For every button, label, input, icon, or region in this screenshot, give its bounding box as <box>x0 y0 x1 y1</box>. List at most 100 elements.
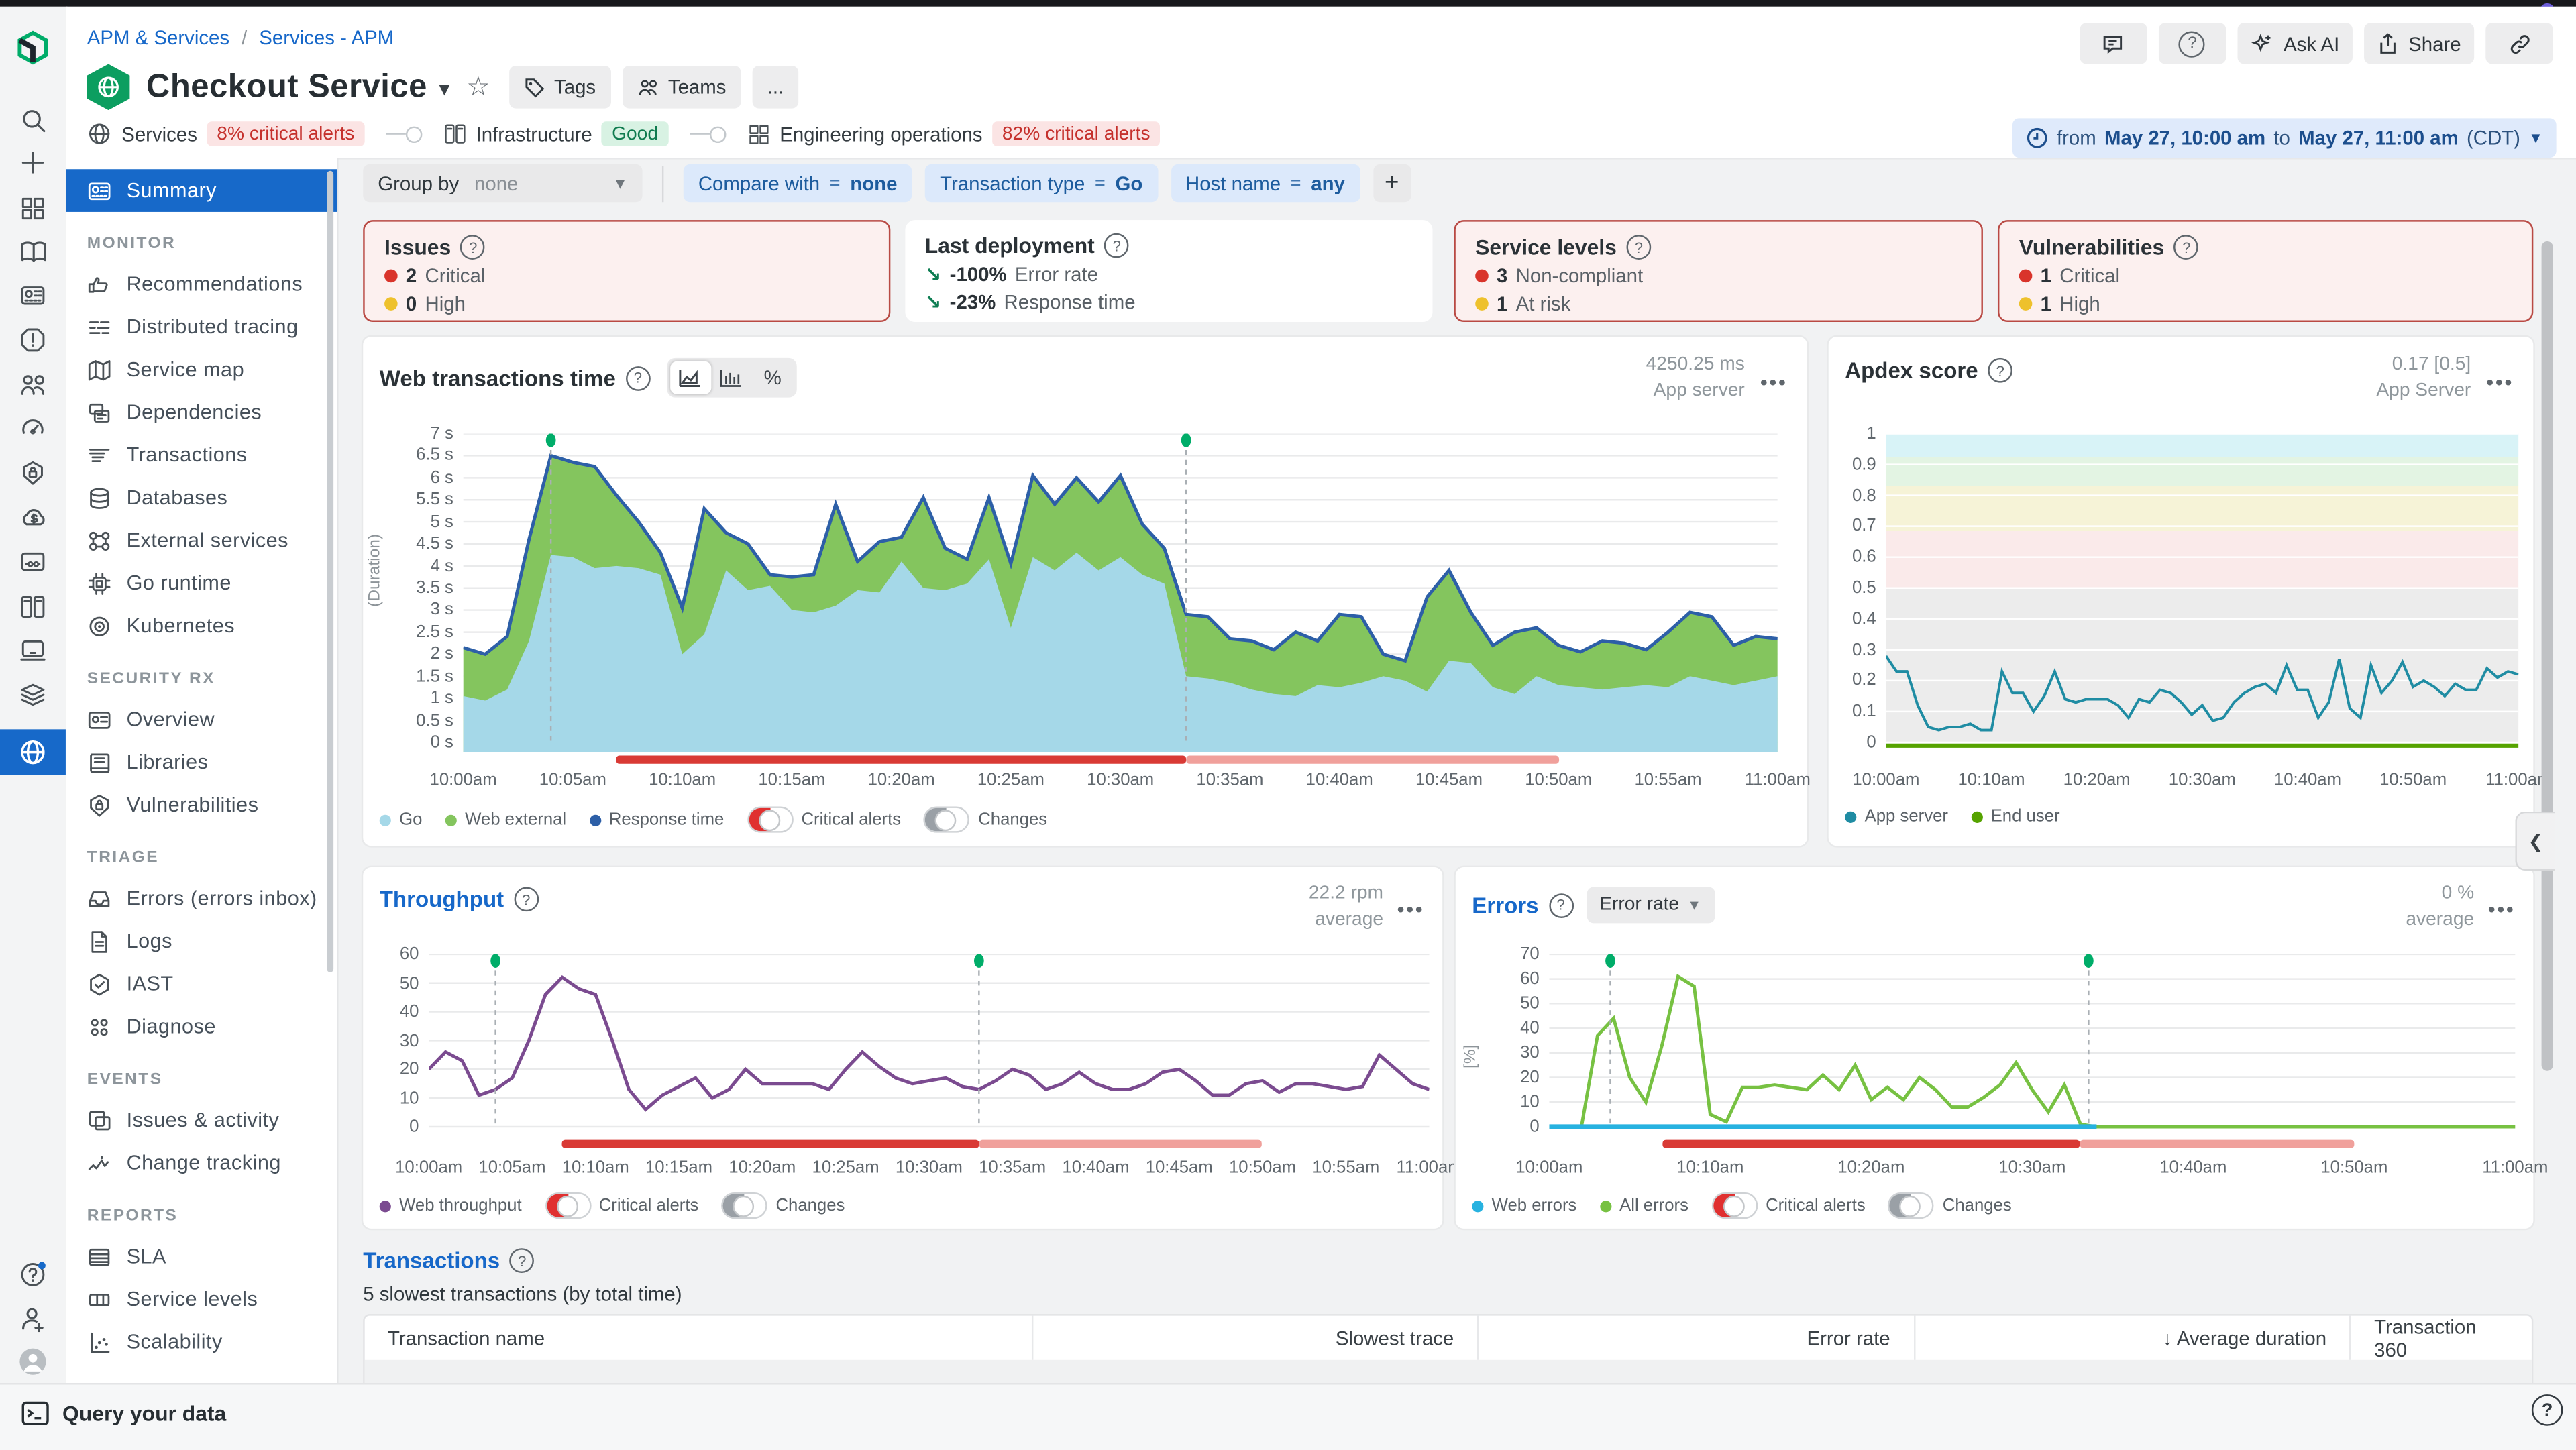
help-icon[interactable]: ? <box>513 887 539 912</box>
sidebar-item-overview[interactable]: Overview <box>66 698 337 741</box>
legend-item-end-user[interactable]: End user <box>1971 806 2060 826</box>
summary-card-last-deployment[interactable]: Last deployment? ↘ -100% Error rate ↘ -23% Res… <box>905 220 1433 323</box>
help-icon[interactable]: ? <box>460 235 486 260</box>
throughput-title[interactable]: Throughput ? <box>380 887 539 912</box>
help-icon[interactable]: ? <box>2174 235 2199 260</box>
main-scrollbar[interactable] <box>2541 241 2553 1071</box>
service-map-node-engineering-operations[interactable]: Engineering operations 82% critical alert… <box>747 121 1161 146</box>
add-filter-button[interactable]: + <box>1373 164 1411 203</box>
summary-card-service-levels[interactable]: Service levels? 3 Non-compliant 1 At risk <box>1454 220 1983 323</box>
toggle-switch[interactable] <box>1711 1192 1758 1219</box>
tags-button[interactable]: Tags <box>509 65 611 109</box>
toggle-switch[interactable] <box>924 806 970 833</box>
help-icon[interactable]: ? <box>1988 357 2013 383</box>
rail-item-catalog-book[interactable] <box>0 230 66 273</box>
toggle-switch[interactable] <box>1888 1192 1935 1219</box>
sidebar-item-go-runtime[interactable]: Go runtime <box>66 562 337 605</box>
title-chevron-down-icon[interactable]: ▼ <box>435 80 453 101</box>
sidebar-item-logs[interactable]: Logs <box>66 919 337 962</box>
sidebar-item-service-map[interactable]: Service map <box>66 348 337 391</box>
sidebar-item-change-tracking[interactable]: Change tracking <box>66 1141 337 1184</box>
critical-alert-band[interactable] <box>1186 755 1559 764</box>
sidebar-item-kubernetes[interactable]: Kubernetes <box>66 604 337 647</box>
rail-item-create-plus[interactable] <box>0 142 66 184</box>
sidebar-item-sla[interactable]: SLA <box>66 1235 337 1278</box>
legend-item-all-errors[interactable]: All errors <box>1599 1196 1688 1215</box>
rail-item-security-hexagon[interactable] <box>0 451 66 494</box>
sidebar-scrollbar[interactable] <box>327 170 334 972</box>
sidebar-item-libraries[interactable]: Libraries <box>66 740 337 783</box>
legend-item-response-time[interactable]: Response time <box>589 810 724 830</box>
panel-menu-button[interactable]: ••• <box>1760 370 1788 394</box>
sidebar-item-issues-activity[interactable]: Issues & activity <box>66 1099 337 1141</box>
toggle-critical-alerts[interactable]: Critical alerts <box>1711 1192 1866 1219</box>
rail-item-control-panel[interactable] <box>0 541 66 583</box>
filter-chip-transaction-type[interactable]: Transaction type = Go <box>925 164 1158 203</box>
group-by-select[interactable]: Group by none ▼ <box>363 164 643 203</box>
table-column-transaction-360[interactable]: Transaction 360 <box>2374 1315 2477 1361</box>
time-range-picker[interactable]: from May 27, 10:00 am to May 27, 11:00 a… <box>2012 118 2557 158</box>
area-chart-toggle[interactable] <box>669 361 711 394</box>
toggle-switch[interactable] <box>747 806 794 833</box>
toggle-switch[interactable] <box>544 1192 591 1219</box>
favorite-star-icon[interactable]: ☆ <box>466 74 490 102</box>
critical-alert-band[interactable] <box>2080 1139 2355 1148</box>
summary-card-vulnerabilities[interactable]: Vulnerabilities? 1 Critical 1 High <box>1997 220 2534 323</box>
panel-menu-button[interactable]: ••• <box>1397 897 1425 922</box>
rail-item-user-avatar[interactable] <box>0 1340 66 1383</box>
rail-item-invite-user[interactable] <box>0 1298 66 1341</box>
teams-button[interactable]: Teams <box>622 65 741 109</box>
rail-item-infrastructure-hosts[interactable] <box>0 585 66 628</box>
critical-alert-band[interactable] <box>616 755 1187 764</box>
sidebar-item-distributed-tracing[interactable]: Distributed tracing <box>66 306 337 349</box>
help-button[interactable]: ? <box>2158 23 2226 64</box>
rail-item-alerts-octagon[interactable] <box>0 319 66 361</box>
rail-item-nr-logo[interactable] <box>0 26 66 69</box>
help-icon[interactable]: ? <box>1626 235 1652 260</box>
rail-item-summary-card[interactable] <box>0 274 66 317</box>
help-floating-button[interactable]: ? <box>2531 1394 2563 1426</box>
service-map-node-infrastructure[interactable]: Infrastructure Good <box>443 121 668 146</box>
title-more-button[interactable]: ... <box>752 65 799 109</box>
panel-menu-button[interactable]: ••• <box>2486 370 2514 394</box>
sidebar-item-scalability[interactable]: Scalability <box>66 1321 337 1363</box>
toggle-changes[interactable]: Changes <box>1888 1192 2012 1219</box>
feedback-button[interactable] <box>2080 23 2147 64</box>
legend-item-web-external[interactable]: Web external <box>445 810 566 830</box>
filter-chip-host-name[interactable]: Host name = any <box>1170 164 1360 203</box>
rail-item-search[interactable] <box>0 99 66 142</box>
rail-item-apm-active[interactable] <box>0 729 66 775</box>
help-icon[interactable]: ? <box>509 1248 535 1273</box>
sidebar-item-summary[interactable]: Summary <box>65 169 337 212</box>
errors-title[interactable]: Errors ? <box>1472 893 1573 917</box>
rail-item-browser-device[interactable] <box>0 629 66 672</box>
share-button[interactable]: Share <box>2364 23 2475 64</box>
breadcrumb-services-apm[interactable]: Services - APM <box>259 26 394 50</box>
help-icon[interactable]: ? <box>625 365 651 390</box>
rail-item-teams-people[interactable] <box>0 363 66 406</box>
sidebar-item-transactions[interactable]: Transactions <box>66 434 337 477</box>
sidebar-item-external-services[interactable]: External services <box>66 519 337 562</box>
sidebar-item-errors-errors-inbox-[interactable]: Errors (errors inbox) <box>66 877 337 920</box>
summary-card-issues[interactable]: Issues? 2 Critical 0 High <box>363 220 891 323</box>
panel-menu-button[interactable]: ••• <box>2487 897 2516 922</box>
toggle-critical-alerts[interactable]: Critical alerts <box>544 1192 698 1219</box>
critical-alert-band[interactable] <box>562 1139 979 1148</box>
table-column--average-duration[interactable]: ↓ Average duration <box>1915 1315 2351 1360</box>
sidebar-item-recommendations[interactable]: Recommendations <box>66 263 337 306</box>
toggle-changes[interactable]: Changes <box>924 806 1047 833</box>
transactions-table-row[interactable] <box>364 1359 2532 1384</box>
rail-item-gauge[interactable] <box>0 407 66 450</box>
service-map-node-services[interactable]: Services 8% critical alerts <box>87 121 365 146</box>
sidebar-item-iast[interactable]: IAST <box>66 962 337 1005</box>
toggle-changes[interactable]: Changes <box>721 1192 845 1219</box>
rail-item-layers-stack[interactable] <box>0 673 66 716</box>
sidebar-item-dependencies[interactable]: Dependencies <box>66 391 337 434</box>
toggle-critical-alerts[interactable]: Critical alerts <box>747 806 901 833</box>
help-icon[interactable]: ? <box>1104 233 1130 258</box>
filter-chip-compare-with[interactable]: Compare with = none <box>683 164 912 203</box>
rail-item-dashboards-grid[interactable] <box>0 187 66 230</box>
sidebar-item-databases[interactable]: Databases <box>66 476 337 519</box>
sidebar-item-vulnerabilities[interactable]: Vulnerabilities <box>66 783 337 826</box>
table-column-transaction-name[interactable]: Transaction name <box>365 1315 1034 1360</box>
